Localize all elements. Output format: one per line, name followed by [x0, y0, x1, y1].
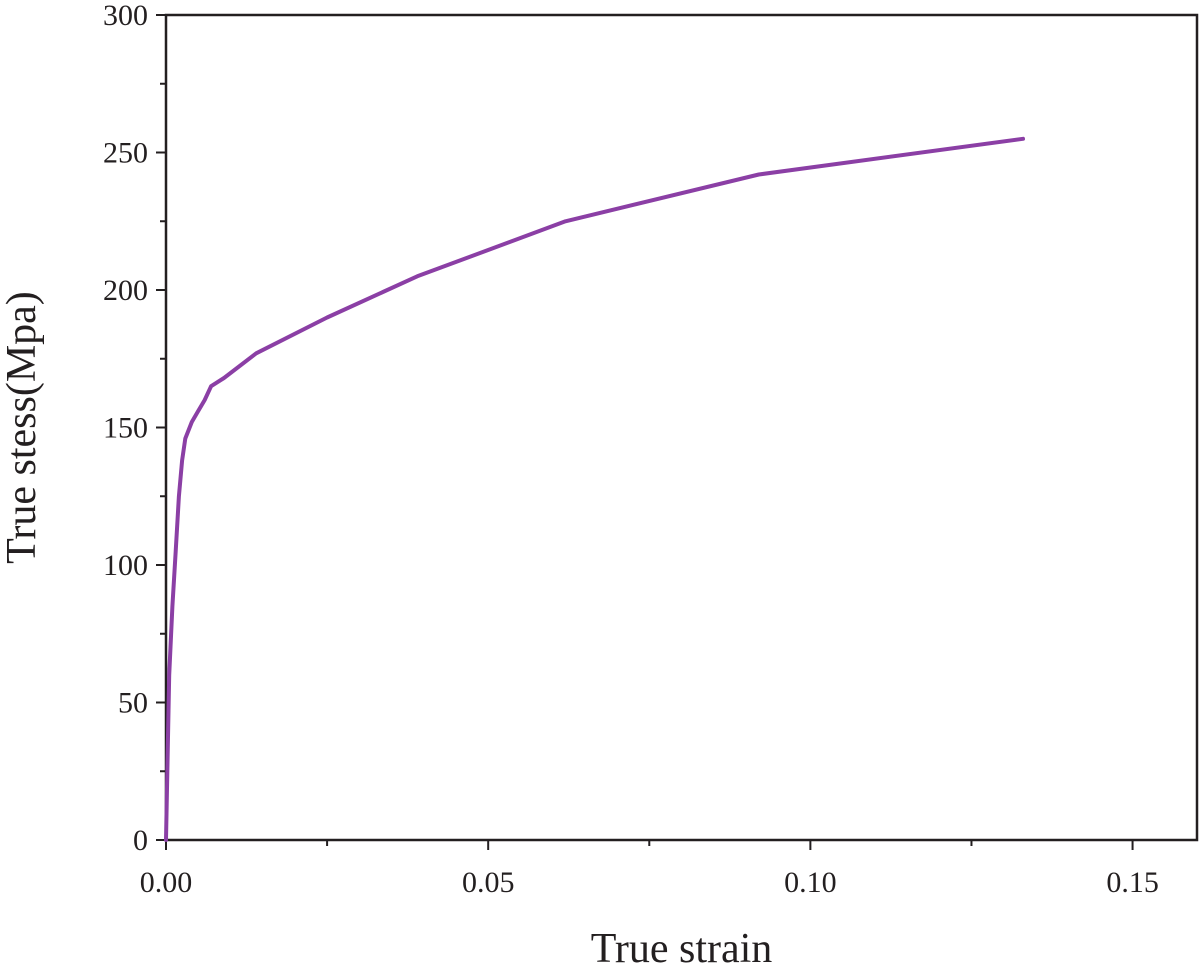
x-axis-title: True strain [591, 926, 773, 972]
y-tick-label: 50 [118, 687, 148, 720]
y-axis-ticks: 0 50 100 150 200 250 300 [103, 0, 166, 857]
series-line [164, 136, 1025, 842]
plot-area [164, 13, 1199, 842]
x-axis-ticks: 0.00 0.05 0.10 0.15 [140, 840, 1159, 899]
y-tick-label: 300 [103, 0, 148, 32]
x-tick-label: 0.10 [784, 866, 837, 899]
y-tick-label: 0 [133, 824, 148, 857]
x-tick-label: 0.05 [462, 866, 515, 899]
plot-frame [164, 13, 1199, 842]
x-tick-label: 0.15 [1106, 866, 1159, 899]
y-tick-label: 200 [103, 274, 148, 307]
x-tick-label: 0.00 [140, 866, 193, 899]
y-tick-label: 250 [103, 137, 148, 170]
y-tick-label: 150 [103, 412, 148, 445]
y-tick-label: 100 [103, 549, 148, 582]
y-axis-title: True stess(Mpa) [0, 291, 45, 564]
series-layer [164, 136, 1025, 842]
